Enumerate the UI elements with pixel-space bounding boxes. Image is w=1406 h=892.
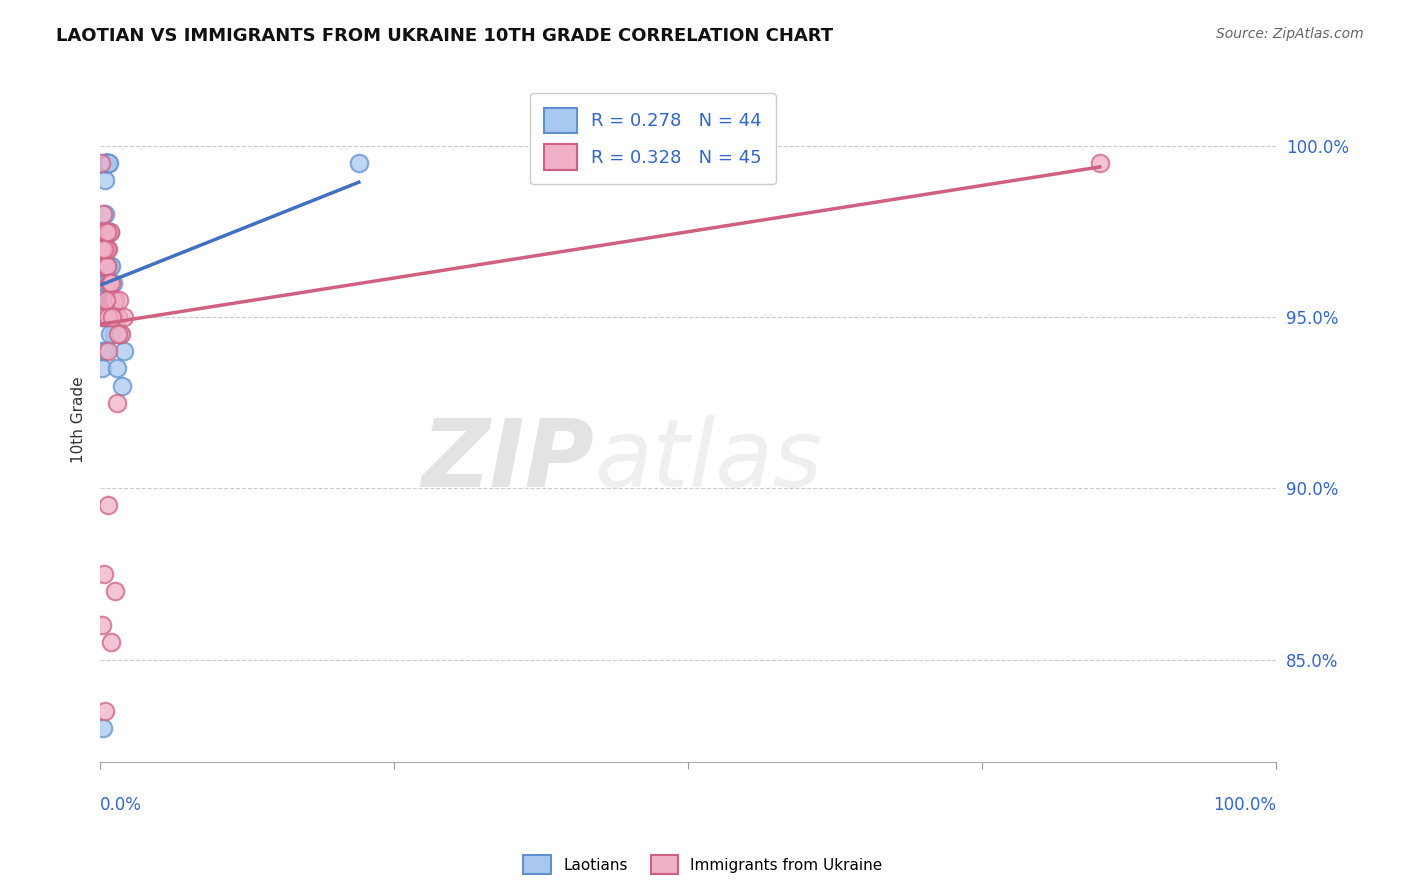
Point: [97, 293, 120, 307]
Point: [90, 242, 112, 256]
Point: [91, 618, 114, 632]
Point: [94, 207, 117, 221]
Point: [96, 225, 118, 239]
Point: [101, 310, 124, 325]
Point: [100, 293, 122, 307]
Text: LAOTIAN VS IMMIGRANTS FROM UKRAINE 10TH GRADE CORRELATION CHART: LAOTIAN VS IMMIGRANTS FROM UKRAINE 10TH …: [56, 27, 834, 45]
Point: [101, 293, 124, 307]
Point: [96, 156, 118, 170]
Point: [97, 242, 120, 256]
Point: [1088, 156, 1111, 170]
Point: [101, 310, 124, 325]
Point: [104, 293, 127, 307]
Point: [101, 276, 124, 290]
Point: [94, 156, 117, 170]
Point: [94, 276, 117, 290]
Point: [94, 156, 117, 170]
Point: [107, 327, 129, 342]
Point: [93, 276, 115, 290]
Point: [103, 310, 125, 325]
Point: [90, 344, 112, 359]
Point: [90, 361, 112, 376]
Point: [108, 293, 131, 307]
Point: [96, 259, 118, 273]
Point: [97, 344, 120, 359]
Point: [98, 225, 121, 239]
Text: 0.0%: 0.0%: [100, 797, 142, 814]
Point: [93, 310, 115, 325]
Point: [94, 225, 117, 239]
Point: [101, 293, 124, 307]
Point: [108, 327, 131, 342]
Point: [96, 242, 118, 256]
Point: [101, 293, 124, 307]
Point: [98, 327, 121, 342]
Point: [98, 259, 121, 273]
Point: [104, 584, 127, 599]
Point: [94, 173, 117, 187]
Point: [93, 242, 115, 256]
Point: [94, 704, 117, 718]
Point: [105, 361, 128, 376]
Point: [97, 499, 120, 513]
Point: [94, 156, 117, 170]
Point: [97, 156, 120, 170]
Text: Source: ZipAtlas.com: Source: ZipAtlas.com: [1216, 27, 1364, 41]
Text: 100.0%: 100.0%: [1213, 797, 1277, 814]
Point: [91, 310, 114, 325]
Point: [93, 259, 115, 273]
Point: [98, 276, 121, 290]
Point: [97, 156, 120, 170]
Point: [104, 293, 127, 307]
Point: [101, 293, 124, 307]
Point: [100, 635, 122, 649]
Point: [100, 293, 122, 307]
Point: [94, 225, 117, 239]
Point: [107, 310, 129, 325]
Point: [93, 310, 115, 325]
Point: [108, 327, 131, 342]
Point: [103, 310, 125, 325]
Point: [94, 242, 117, 256]
Point: [97, 276, 120, 290]
Point: [105, 395, 128, 409]
Point: [90, 225, 112, 239]
Point: [94, 276, 117, 290]
Point: [94, 156, 117, 170]
Point: [91, 721, 114, 735]
Point: [91, 259, 114, 273]
Point: [94, 225, 117, 239]
Point: [96, 293, 118, 307]
Point: [100, 259, 122, 273]
Point: [94, 293, 117, 307]
Point: [112, 310, 135, 325]
Point: [91, 225, 114, 239]
Point: [107, 310, 129, 325]
Point: [90, 156, 112, 170]
Point: [112, 344, 135, 359]
Point: [96, 259, 118, 273]
Point: [94, 344, 117, 359]
Point: [100, 276, 122, 290]
Point: [103, 327, 125, 342]
Point: [93, 566, 115, 581]
Text: atlas: atlas: [595, 416, 823, 507]
Point: [98, 293, 121, 307]
Legend: Laotians, Immigrants from Ukraine: Laotians, Immigrants from Ukraine: [517, 849, 889, 880]
Legend: R = 0.278   N = 44, R = 0.328   N = 45: R = 0.278 N = 44, R = 0.328 N = 45: [530, 94, 776, 184]
Point: [97, 310, 120, 325]
Point: [110, 327, 132, 342]
Point: [93, 242, 115, 256]
Y-axis label: 10th Grade: 10th Grade: [72, 376, 86, 463]
Point: [97, 225, 120, 239]
Point: [93, 242, 115, 256]
Point: [111, 378, 134, 392]
Point: [96, 156, 118, 170]
Text: ZIP: ZIP: [422, 415, 595, 507]
Point: [91, 207, 114, 221]
Point: [98, 225, 121, 239]
Point: [347, 156, 370, 170]
Point: [97, 156, 120, 170]
